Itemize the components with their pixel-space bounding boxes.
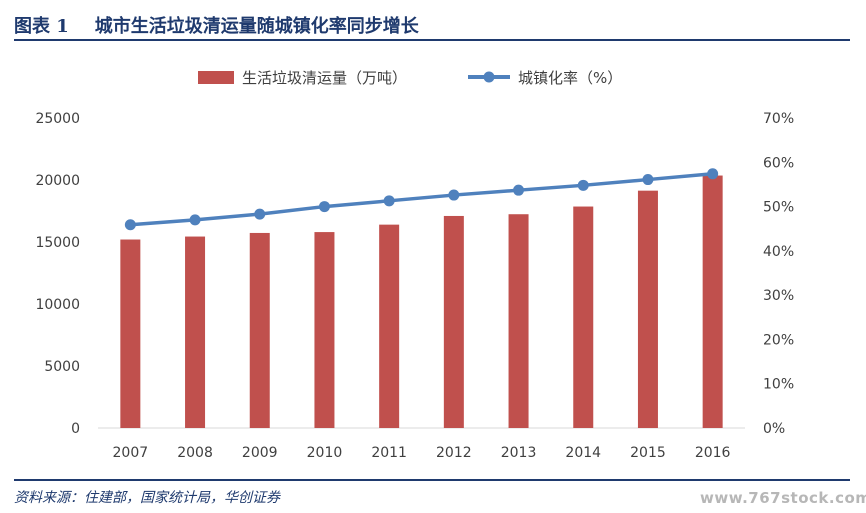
x-tick-label: 2011: [371, 445, 407, 461]
figure-header: 图表 1 城市生活垃圾清运量随城镇化率同步增长: [14, 8, 850, 40]
source-note: 资料来源：住建部，国家统计局，华创证券: [14, 490, 280, 506]
left-tick-label: 20000: [35, 173, 80, 189]
watermark: www.767stock.com: [700, 489, 866, 507]
right-tick-label: 50%: [763, 200, 794, 216]
line-point: [189, 214, 201, 226]
figure-title: 图表 1 城市生活垃圾清运量随城镇化率同步增长: [14, 12, 419, 38]
axes: 0 5000 10000 15000 20000 25000 0% 10% 20% 30% 40% 5…: [35, 111, 794, 461]
right-tick-label: 60%: [763, 155, 794, 171]
legend: 生活垃圾清运量（万吨） 城镇化率（%）: [198, 69, 622, 87]
legend-bar-swatch: [198, 71, 234, 84]
x-tick-label: 2007: [113, 445, 149, 461]
bar: [508, 214, 529, 428]
x-tick-label: 2013: [501, 445, 537, 461]
legend-line-label: 城镇化率（%）: [518, 69, 622, 87]
bar: [314, 232, 335, 428]
bars: [120, 175, 723, 428]
left-tick-label: 5000: [44, 359, 80, 375]
left-tick-label: 25000: [35, 111, 80, 127]
legend-line-marker: [483, 71, 495, 83]
line-point: [318, 201, 330, 213]
line-series: [124, 168, 719, 231]
line-point: [577, 179, 589, 191]
right-tick-label: 70%: [763, 111, 794, 127]
line-point: [124, 219, 136, 231]
x-tick-label: 2015: [630, 445, 666, 461]
bar: [573, 206, 594, 428]
left-tick-label: 10000: [35, 297, 80, 313]
line-point: [642, 174, 654, 186]
line-point: [513, 184, 525, 196]
bar: [249, 232, 270, 428]
line-point: [383, 195, 395, 207]
x-tick-label: 2010: [307, 445, 343, 461]
bar: [637, 190, 658, 428]
x-tick-label: 2014: [565, 445, 601, 461]
line-point: [448, 189, 460, 201]
bar: [443, 215, 464, 428]
x-tick-label: 2009: [242, 445, 278, 461]
series-line: [130, 172, 713, 227]
right-tick-label: 20%: [763, 332, 794, 348]
header-rule: [14, 39, 850, 41]
line-point: [707, 168, 719, 180]
right-tick-label: 0%: [763, 421, 785, 437]
figure-number: 图表 1: [14, 16, 69, 37]
bar: [185, 236, 206, 428]
right-tick-label: 10%: [763, 377, 794, 393]
right-tick-label: 40%: [763, 244, 794, 260]
right-tick-label: 30%: [763, 288, 794, 304]
x-tick-label: 2008: [177, 445, 213, 461]
figure-title-text: 城市生活垃圾清运量随城镇化率同步增长: [94, 16, 419, 37]
x-tick-label: 2012: [436, 445, 472, 461]
left-tick-label: 15000: [35, 235, 80, 251]
bar: [379, 224, 400, 428]
bar: [120, 239, 141, 428]
legend-bar-label: 生活垃圾清运量（万吨）: [242, 69, 407, 87]
line-point: [254, 208, 266, 220]
footer-rule: [14, 479, 850, 481]
bar: [702, 175, 723, 428]
x-tick-label: 2016: [695, 445, 731, 461]
left-tick-label: 0: [71, 421, 80, 437]
